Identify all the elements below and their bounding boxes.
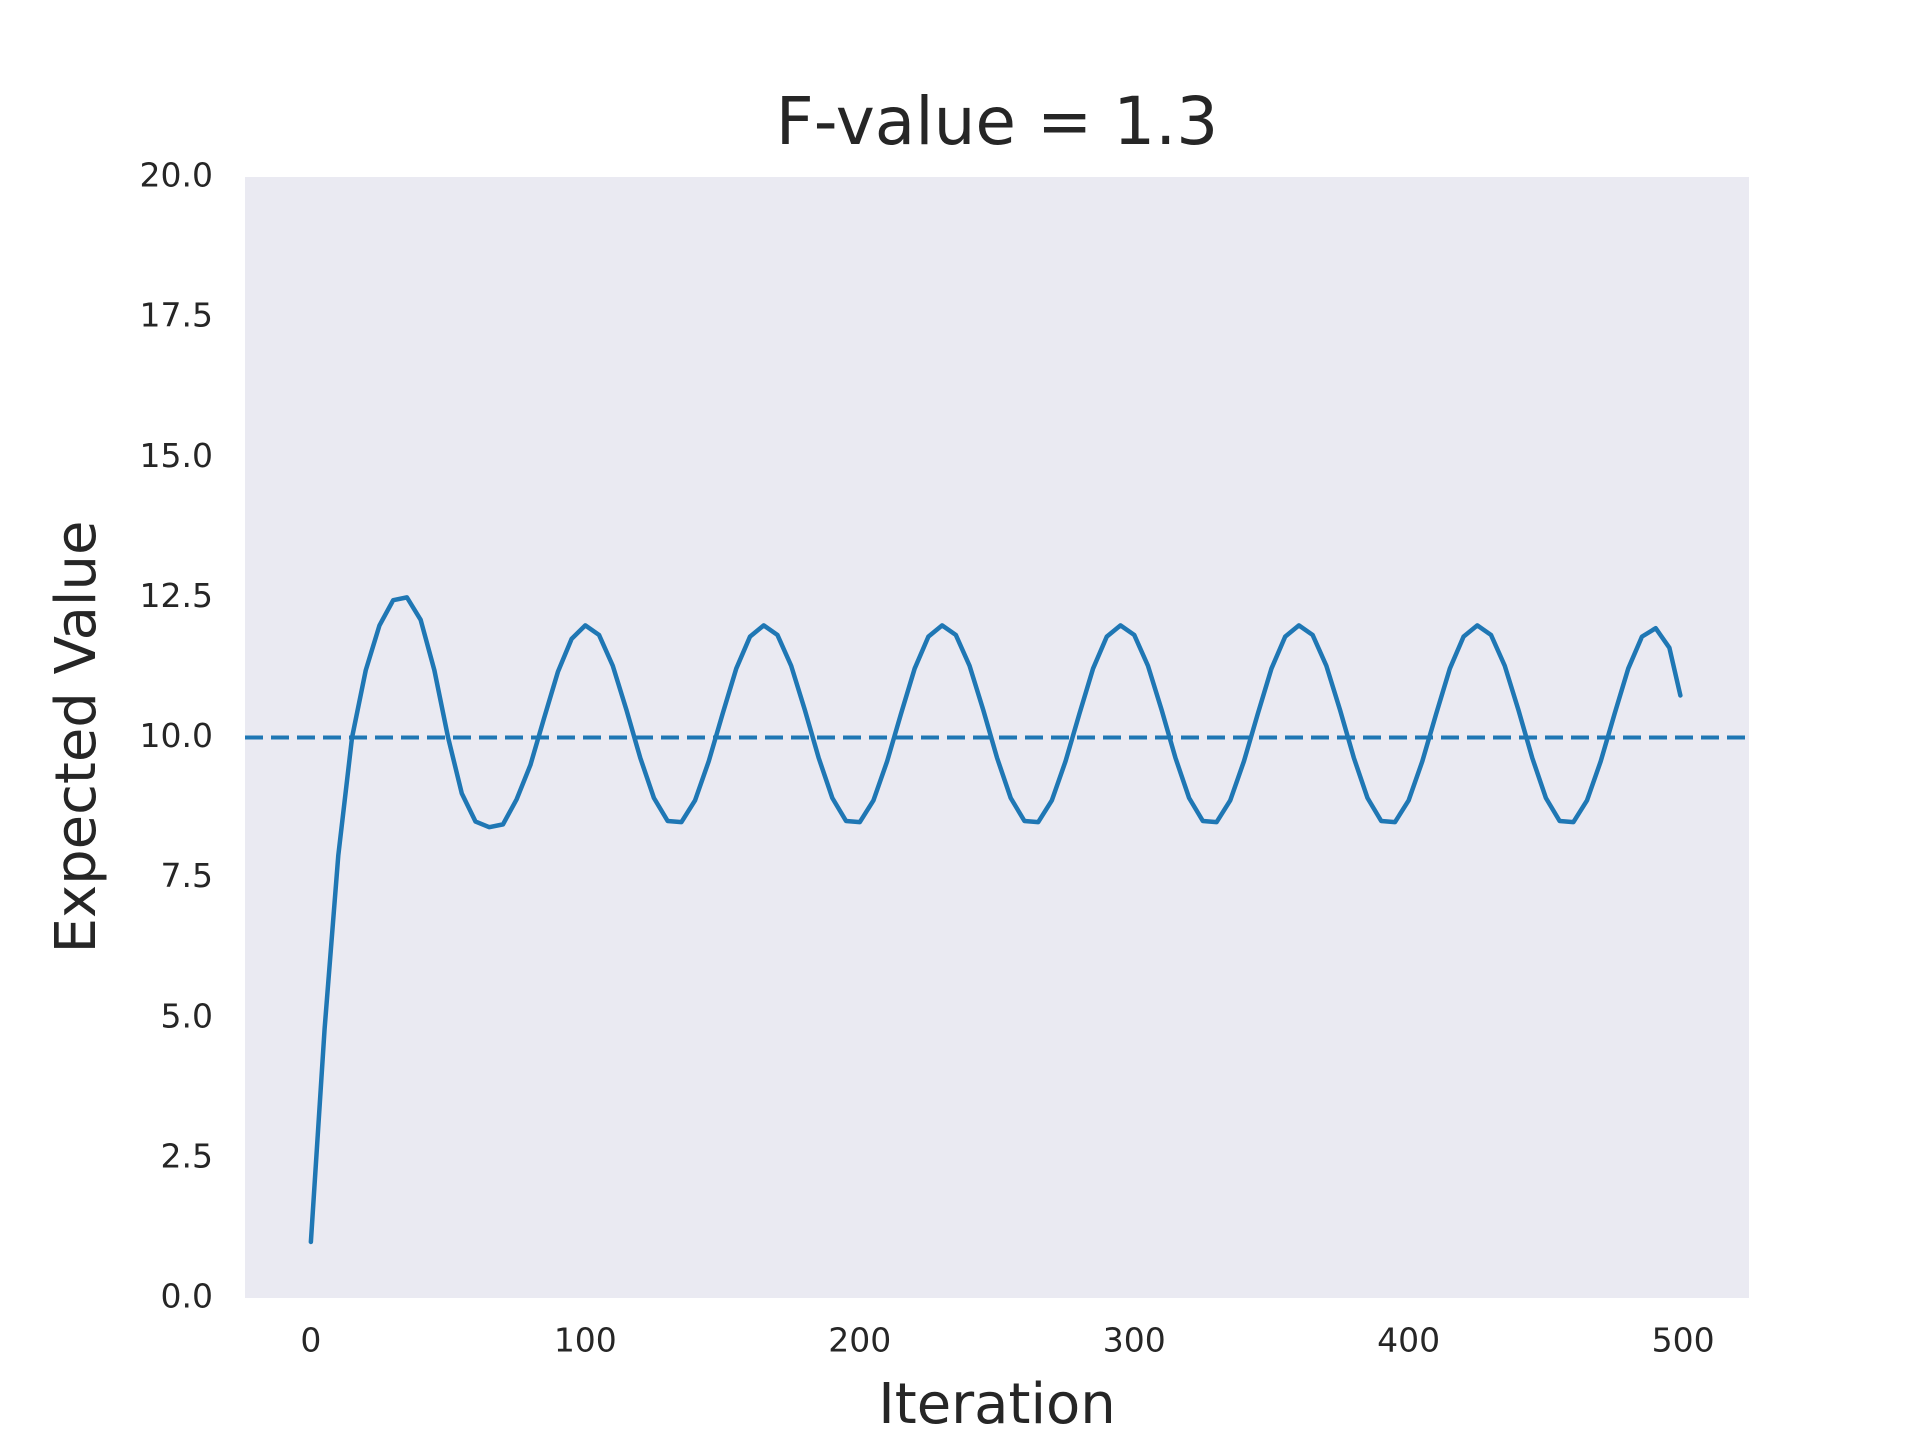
y-tick-label: 2.5 — [161, 1136, 213, 1175]
y-tick-label: 12.5 — [140, 576, 213, 615]
y-tick-label: 17.5 — [140, 296, 213, 335]
x-tick-label: 0 — [300, 1321, 321, 1360]
y-tick-label: 5.0 — [161, 996, 213, 1035]
y-tick-label: 0.0 — [161, 1277, 213, 1316]
x-tick-label: 200 — [828, 1321, 891, 1360]
y-axis-label: Expected Value — [44, 521, 109, 954]
x-axis-label: Iteration — [878, 1372, 1116, 1437]
x-tick-label: 400 — [1377, 1321, 1440, 1360]
x-tick-label: 300 — [1103, 1321, 1166, 1360]
y-tick-label: 15.0 — [140, 436, 213, 475]
y-tick-label: 20.0 — [140, 156, 213, 195]
line-series — [308, 595, 1683, 1245]
y-tick-label: 7.5 — [161, 856, 213, 895]
x-tick-label: 100 — [554, 1321, 617, 1360]
x-tick-label: 500 — [1652, 1321, 1715, 1360]
y-tick-label: 10.0 — [140, 716, 213, 755]
chart-title: F-value = 1.3 — [776, 83, 1219, 160]
